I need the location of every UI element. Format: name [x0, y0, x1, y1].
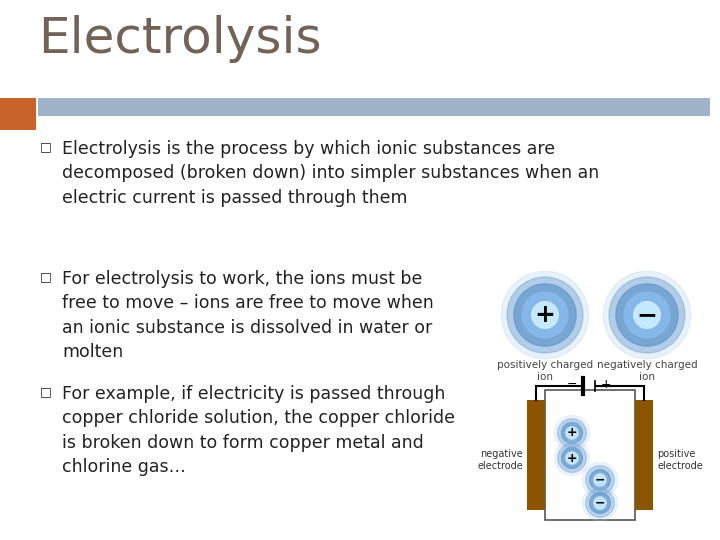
- Bar: [0, 98, 36, 130]
- Circle shape: [616, 284, 678, 346]
- Circle shape: [562, 423, 582, 443]
- Text: −: −: [595, 496, 606, 510]
- Text: negatively charged
ion: negatively charged ion: [597, 360, 697, 382]
- Circle shape: [557, 418, 586, 448]
- Text: □: □: [40, 270, 52, 283]
- Circle shape: [562, 448, 582, 468]
- Text: positive
electrode: positive electrode: [657, 449, 703, 471]
- Bar: [545, 390, 635, 520]
- Text: −: −: [636, 303, 657, 327]
- Circle shape: [531, 302, 558, 328]
- Text: For electrolysis to work, the ions must be
free to move – ions are free to move : For electrolysis to work, the ions must …: [62, 270, 433, 361]
- Bar: [38, 98, 710, 116]
- Circle shape: [590, 492, 611, 514]
- Circle shape: [609, 277, 685, 353]
- Text: negative
electrode: negative electrode: [477, 449, 523, 471]
- Text: −: −: [595, 474, 606, 487]
- Circle shape: [557, 443, 586, 472]
- Circle shape: [590, 470, 611, 490]
- Circle shape: [501, 271, 589, 359]
- Circle shape: [554, 441, 590, 476]
- Bar: [635, 400, 653, 510]
- Circle shape: [634, 302, 660, 328]
- Text: For example, if electricity is passed through
copper chloride solution, the copp: For example, if electricity is passed th…: [62, 385, 455, 476]
- Text: +: +: [600, 377, 611, 390]
- Text: +: +: [534, 303, 555, 327]
- Circle shape: [507, 277, 583, 353]
- Circle shape: [566, 427, 578, 439]
- Circle shape: [594, 474, 606, 486]
- Text: +: +: [567, 451, 577, 464]
- Text: □: □: [40, 140, 52, 153]
- Circle shape: [585, 489, 614, 517]
- Text: Electrolysis is the process by which ionic substances are
decomposed (broken dow: Electrolysis is the process by which ion…: [62, 140, 599, 207]
- Text: positively charged
ion: positively charged ion: [497, 360, 593, 382]
- Circle shape: [554, 415, 590, 450]
- Circle shape: [585, 465, 614, 495]
- Bar: [527, 400, 545, 510]
- Text: Electrolysis: Electrolysis: [38, 15, 322, 63]
- Circle shape: [594, 497, 606, 509]
- Circle shape: [603, 271, 690, 359]
- Text: □: □: [40, 385, 52, 398]
- Text: +: +: [567, 427, 577, 440]
- Circle shape: [566, 452, 578, 464]
- Circle shape: [624, 292, 670, 338]
- Circle shape: [514, 284, 576, 346]
- Circle shape: [522, 292, 568, 338]
- Circle shape: [582, 462, 618, 497]
- Circle shape: [582, 485, 618, 521]
- Text: −: −: [567, 377, 577, 390]
